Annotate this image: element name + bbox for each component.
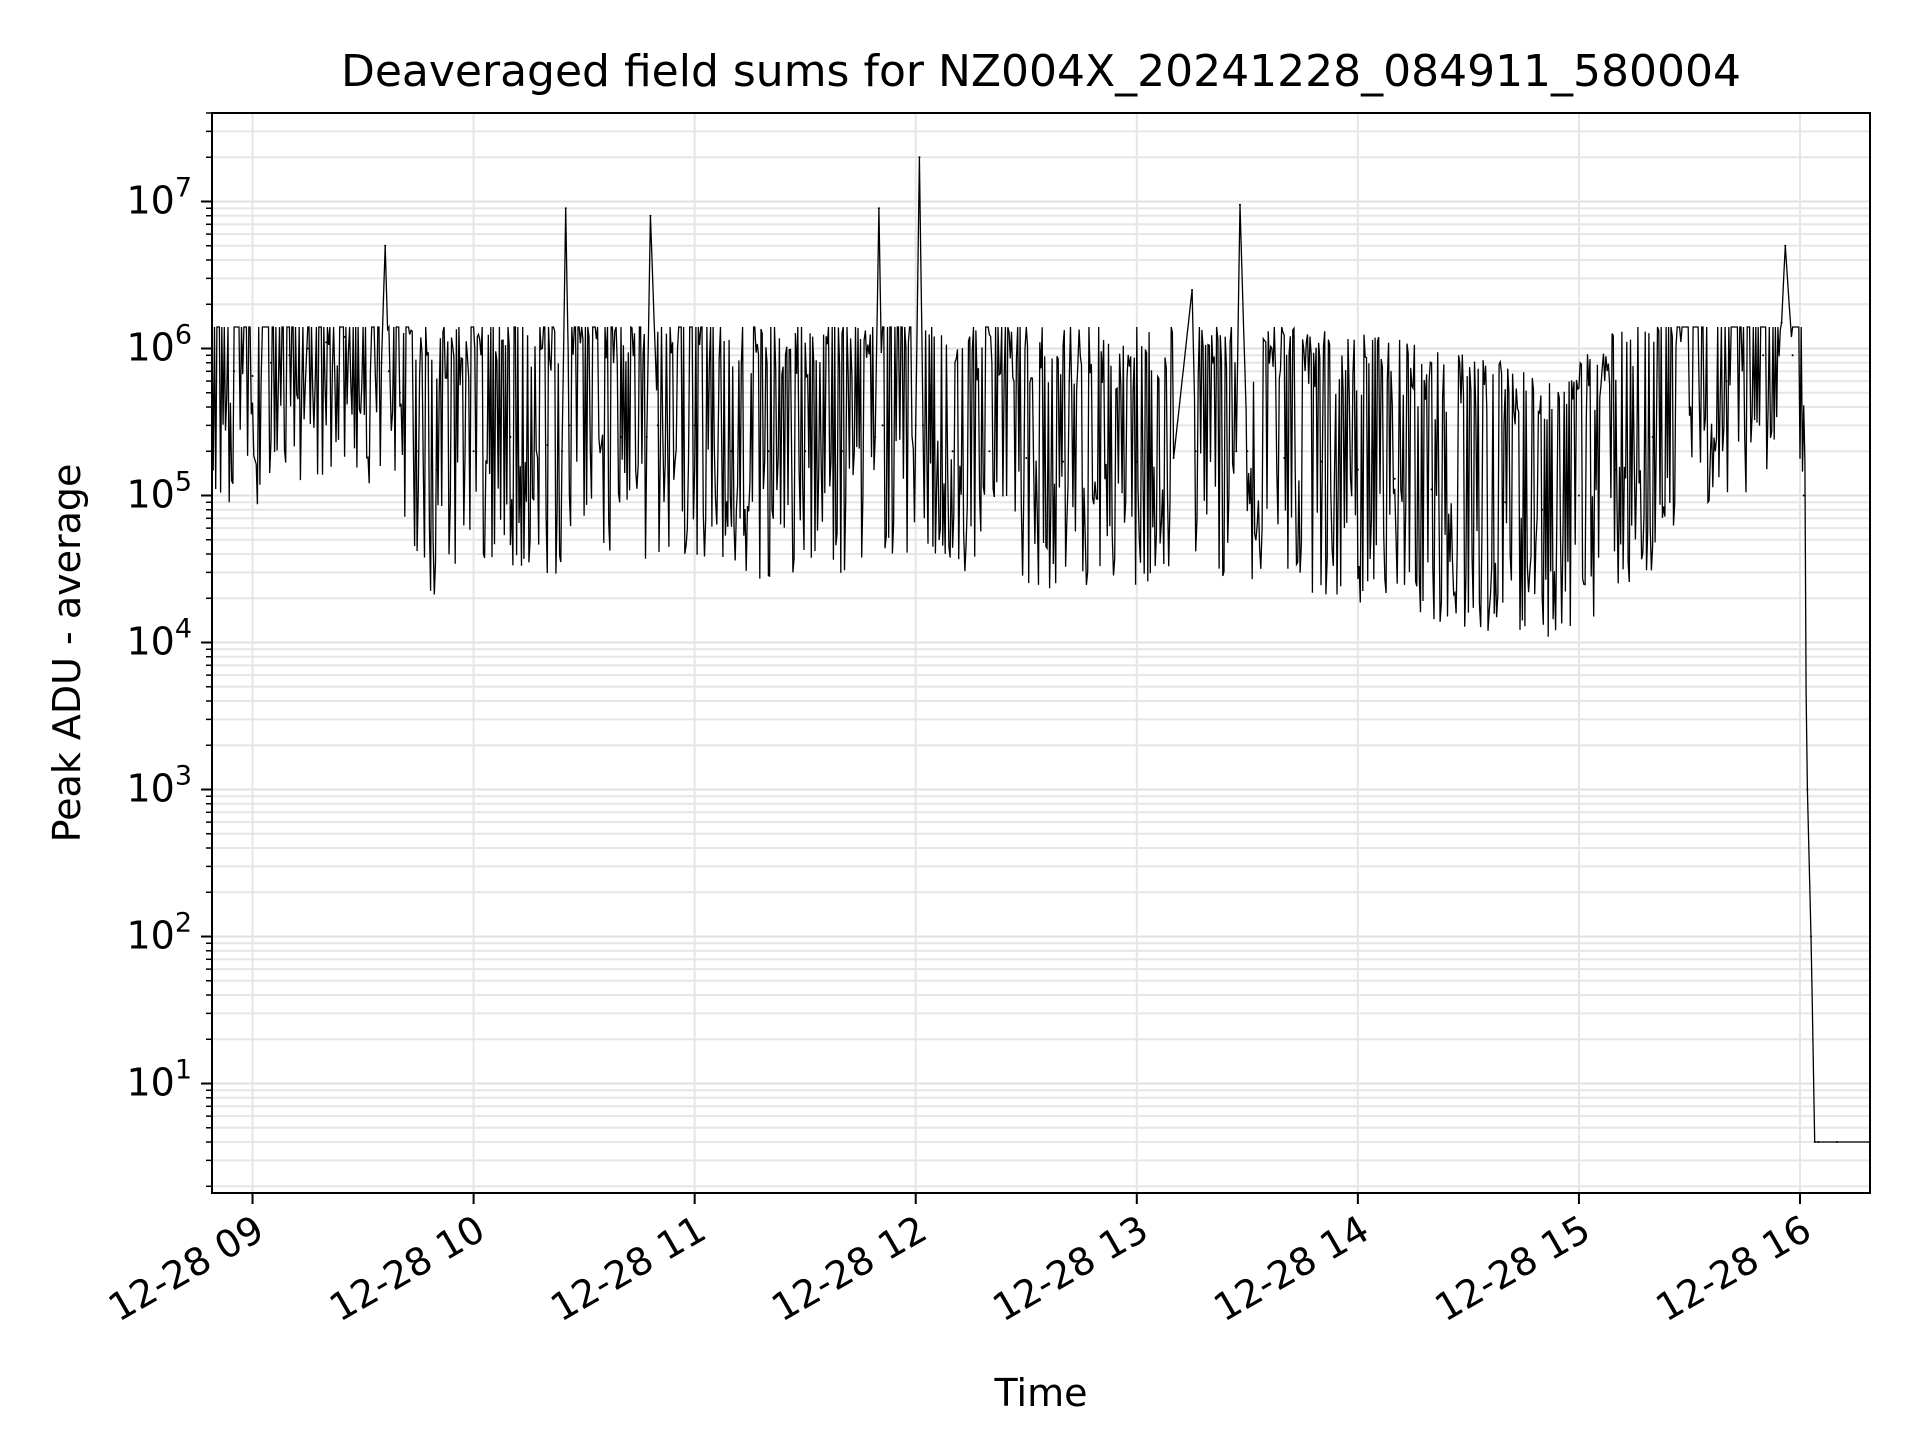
data-point [619,436,622,439]
data-point [398,391,401,394]
data-point [1467,494,1470,497]
data-point [1688,406,1691,409]
data-point [1813,1141,1816,1144]
data-point [645,436,648,439]
data-point [472,450,475,453]
y-tick-label: 101 [126,1055,192,1105]
data-point [384,244,387,247]
data-point [1784,244,1787,247]
x-tick-label: 12-28 16 [1649,1207,1819,1331]
data-point [1430,488,1433,491]
data-point [233,370,236,373]
data-point [804,450,807,453]
data-point [1209,450,1212,453]
y-tick-label: 107 [126,173,192,223]
data-point [1235,450,1238,453]
data-point [1246,450,1249,453]
data-point [656,424,659,427]
data-point [343,335,346,338]
data-point [1320,460,1323,463]
data-point [1541,508,1544,511]
data-point [1651,436,1654,439]
data-point [767,450,770,453]
data-point [1283,456,1286,459]
data-point [417,450,420,453]
x-axis-label: Time [994,1371,1088,1415]
data-point [325,341,328,344]
x-tick-label: 12-28 13 [985,1207,1155,1331]
x-tick-label: 12-28 09 [101,1207,271,1331]
data-point [1504,501,1507,504]
chart-title: Deaveraged field sums for NZ004X_2024122… [341,46,1741,97]
x-tick-label: 12-28 12 [764,1207,934,1331]
data-point [1135,460,1138,463]
data-point [568,424,571,427]
data-point [583,424,586,427]
x-tick-label: 12-28 11 [543,1207,713,1331]
grid [212,112,1870,1193]
data-point [306,347,309,350]
data-point [1798,406,1801,409]
data-point [1810,935,1813,938]
data-point [1780,321,1783,324]
data-point [1172,456,1175,459]
data-point [1194,450,1197,453]
series-line [211,156,1871,1144]
data-point [874,436,877,439]
data-point [914,424,917,427]
data-point [269,361,272,364]
data-point [380,361,383,364]
data-point [1356,468,1359,471]
data-point [693,424,696,427]
data-point [1802,494,1805,497]
data-point [546,444,549,447]
x-axis: 12-28 09 12-28 10 12-28 11 12-28 12 12-28 13… [101,1193,1818,1330]
data-point [1191,289,1194,292]
data-point [649,214,652,217]
y-tick-label: 103 [126,761,192,811]
data-point [509,436,512,439]
data-point [1238,203,1241,206]
y-tick-label: 104 [126,614,192,664]
data-point [288,354,291,357]
data-point [454,456,457,459]
data-point [1835,1141,1838,1144]
data-point [922,424,925,427]
data-point [1062,460,1065,463]
data-point [1393,477,1396,480]
data-point [1817,1141,1820,1144]
data-point [730,450,733,453]
data-point [1614,468,1617,471]
data-point [1577,494,1580,497]
y-axis: 101 102 103 104 105 106 107 [126,112,212,1188]
data-point [1025,456,1028,459]
x-tick-label: 12-28 15 [1427,1207,1597,1331]
data-point [877,207,880,210]
data-point [881,424,884,427]
data-point [1791,354,1794,357]
data-point [251,375,254,378]
data-point [564,207,567,210]
data-point [1098,460,1101,463]
plot-frame [211,112,1871,1194]
data-point [1725,380,1728,383]
data-point [988,450,991,453]
data-point [1806,788,1809,791]
data-point [841,450,844,453]
data-point [918,156,921,159]
y-tick-label: 102 [126,908,192,958]
data-point [435,468,438,471]
data-point [951,450,954,453]
x-tick-label: 12-28 14 [1206,1207,1376,1331]
data-point [387,370,390,373]
y-axis-label: Peak ADU - average [45,464,89,843]
data-point [561,450,564,453]
x-tick-label: 12-28 10 [322,1207,492,1331]
y-tick-label: 105 [126,467,192,517]
data-point [1762,354,1765,357]
y-tick-label: 106 [126,320,192,370]
series-path [211,157,1870,1143]
data-point [362,347,365,350]
